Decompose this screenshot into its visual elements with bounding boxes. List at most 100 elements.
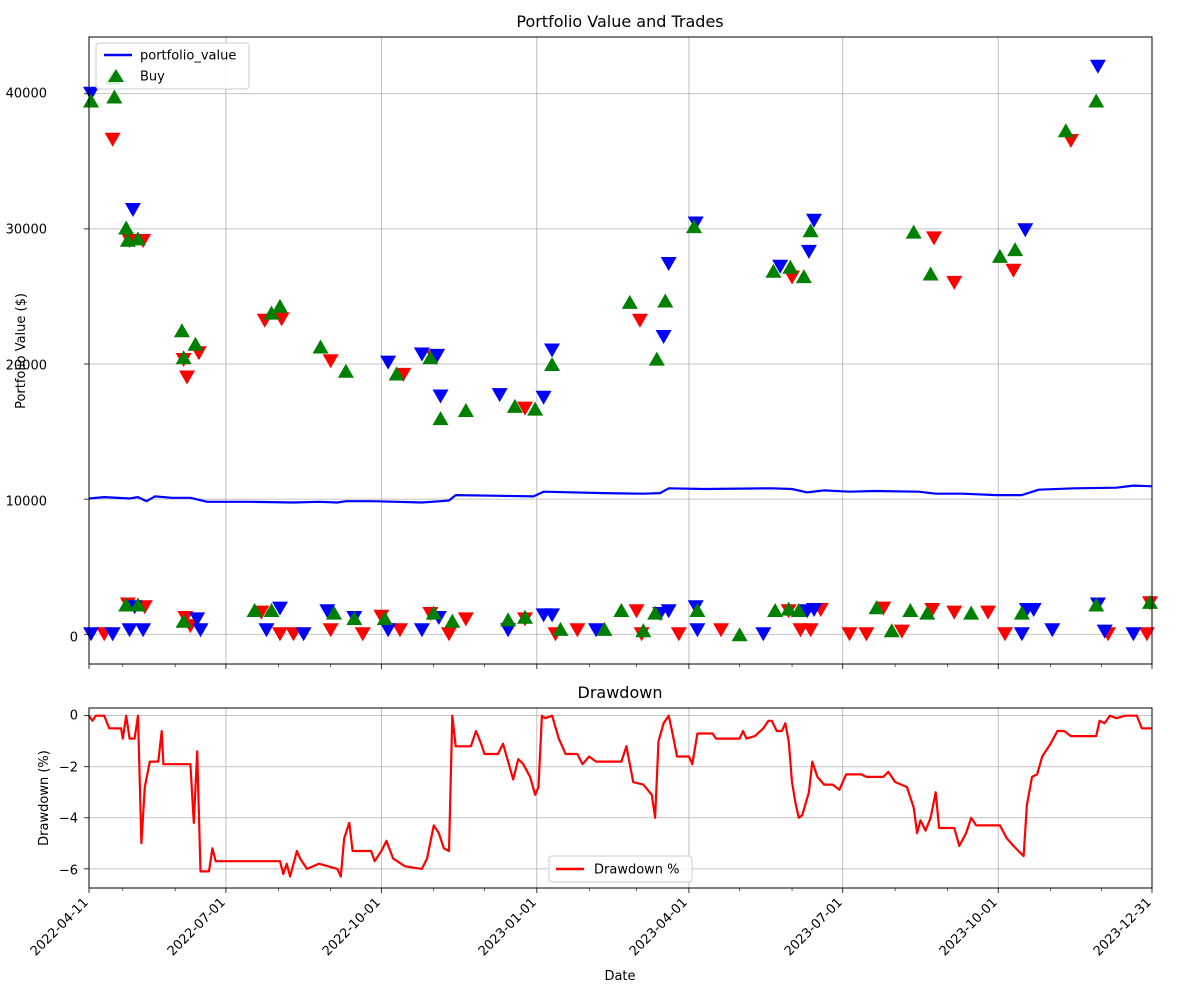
sell-marker-blue-3: [413, 347, 430, 362]
buy-marker-24: [765, 263, 782, 278]
legend-buy-swatch: [108, 69, 124, 82]
sell-marker-blue-42: [806, 602, 823, 617]
sell-marker-red-17: [1062, 134, 1079, 149]
top-ytick-label-10000: 10000: [6, 495, 47, 510]
bottom-chart-title: Drawdown: [578, 683, 663, 702]
sell-marker-red-44: [841, 627, 858, 642]
buy-marker-31: [1007, 242, 1024, 257]
buy-marker-49: [635, 623, 652, 638]
sell-marker-red-11: [517, 401, 534, 416]
sell-marker-red-50: [980, 605, 997, 620]
sell-marker-red-48: [924, 602, 941, 617]
sell-marker-red-24: [271, 627, 288, 642]
buy-marker-40: [346, 611, 363, 626]
drawdown-line: [88, 714, 1152, 878]
buy-marker-35: [130, 597, 147, 612]
buy-marker-28: [905, 224, 922, 239]
sell-marker-blue-43: [1013, 627, 1030, 642]
buy-marker-48: [613, 602, 630, 617]
buy-marker-9: [263, 305, 280, 320]
buy-marker-55: [790, 602, 807, 617]
bottom-ytick-label-neg2: −2: [59, 761, 78, 776]
buy-marker-3: [118, 220, 135, 235]
buy-marker-19: [544, 357, 561, 372]
buy-marker-34: [118, 597, 135, 612]
top-ytick-label-30000: 30000: [6, 223, 47, 238]
buy-marker-26: [795, 269, 812, 284]
bottom-ytick-label-0: 0: [70, 709, 78, 724]
sell-marker-red-45: [858, 627, 875, 642]
sell-marker-blue-46: [1044, 623, 1061, 638]
sell-marker-blue-6: [491, 388, 508, 403]
buy-marker-63: [1142, 594, 1158, 609]
sell-marker-red-4: [179, 370, 196, 385]
sell-marker-blue-49: [1125, 627, 1142, 642]
sell-marker-red-8: [322, 354, 339, 369]
top-legend-box: [95, 42, 250, 90]
legend-buy-label: Buy: [140, 70, 165, 85]
buy-marker-60: [963, 605, 980, 620]
sell-marker-blue-18: [104, 627, 121, 642]
buy-marker-56: [868, 600, 885, 615]
buy-marker-45: [517, 609, 534, 624]
top-axes-frame: [88, 36, 1153, 665]
sell-marker-blue-7: [535, 390, 552, 405]
buy-marker-14: [422, 350, 439, 365]
sell-marker-blue-32: [500, 623, 517, 638]
sell-marker-blue-9: [655, 329, 672, 344]
sell-marker-blue-16: [1089, 59, 1106, 74]
buy-marker-37: [246, 602, 263, 617]
buy-marker-18: [527, 401, 544, 416]
sell-marker-blue-23: [192, 623, 209, 638]
sell-marker-red-29: [391, 623, 408, 638]
sell-marker-red-15: [946, 275, 963, 290]
sell-marker-red-51: [996, 627, 1013, 642]
sell-marker-blue-12: [772, 259, 789, 274]
portfolio-value-line: [88, 484, 1153, 504]
sell-marker-red-32: [457, 612, 474, 627]
sell-marker-red-36: [628, 604, 645, 619]
buy-marker-47: [596, 621, 613, 636]
sell-marker-blue-4: [429, 348, 446, 363]
buy-marker-16: [457, 402, 474, 417]
sell-marker-red-27: [354, 627, 371, 642]
top-legend: portfolio_value Buy: [95, 42, 250, 90]
sell-marker-red-0: [104, 132, 121, 147]
sell-marker-red-7: [273, 312, 290, 327]
bottom-axis-ticks: [84, 715, 1153, 893]
bottom-legend-box: [548, 855, 693, 883]
buy-marker-8: [187, 336, 204, 351]
sell-marker-red-47: [893, 624, 910, 639]
sell-marker-blue-34: [544, 608, 561, 623]
buy-marker-58: [902, 602, 919, 617]
buy-marker-36: [175, 613, 192, 628]
top-axes: 40000 30000 20000 10000 0 Portfolio Valu…: [6, 12, 1158, 669]
sell-marker-red-38: [670, 627, 687, 642]
sell-marker-red-16: [1005, 263, 1022, 278]
top-y-axis-label: Portfolio Value ($): [14, 293, 29, 409]
sell-marker-blue-35: [587, 623, 604, 638]
top-ytick-label-40000: 40000: [6, 87, 47, 102]
buy-marker-30: [991, 248, 1008, 263]
buy-marker-20: [621, 294, 638, 309]
buy-marker-23: [686, 219, 703, 234]
sell-marker-red-41: [792, 623, 809, 638]
sell-marker-blue-39: [689, 623, 706, 638]
bottom-plot-area: [88, 714, 1152, 878]
sell-marker-red-35: [569, 623, 586, 638]
buy-marker-32: [1057, 123, 1074, 138]
sell-marker-red-49: [946, 605, 963, 620]
buy-marker-33: [1088, 93, 1105, 108]
sell-marker-blue-30: [413, 623, 430, 638]
sell-marker-blue-8: [544, 343, 561, 358]
buy-marker-62: [1088, 597, 1105, 612]
buy-marker-43: [444, 613, 461, 628]
buy-marker-57: [883, 623, 900, 638]
buy-marker-2: [106, 89, 123, 104]
buy-marker-54: [780, 601, 797, 616]
buy-marker-21: [648, 351, 665, 366]
buy-marker-13: [388, 366, 405, 381]
buy-marker-27: [802, 223, 819, 238]
buy-marker-11: [312, 339, 329, 354]
buy-marker-52: [731, 627, 748, 642]
